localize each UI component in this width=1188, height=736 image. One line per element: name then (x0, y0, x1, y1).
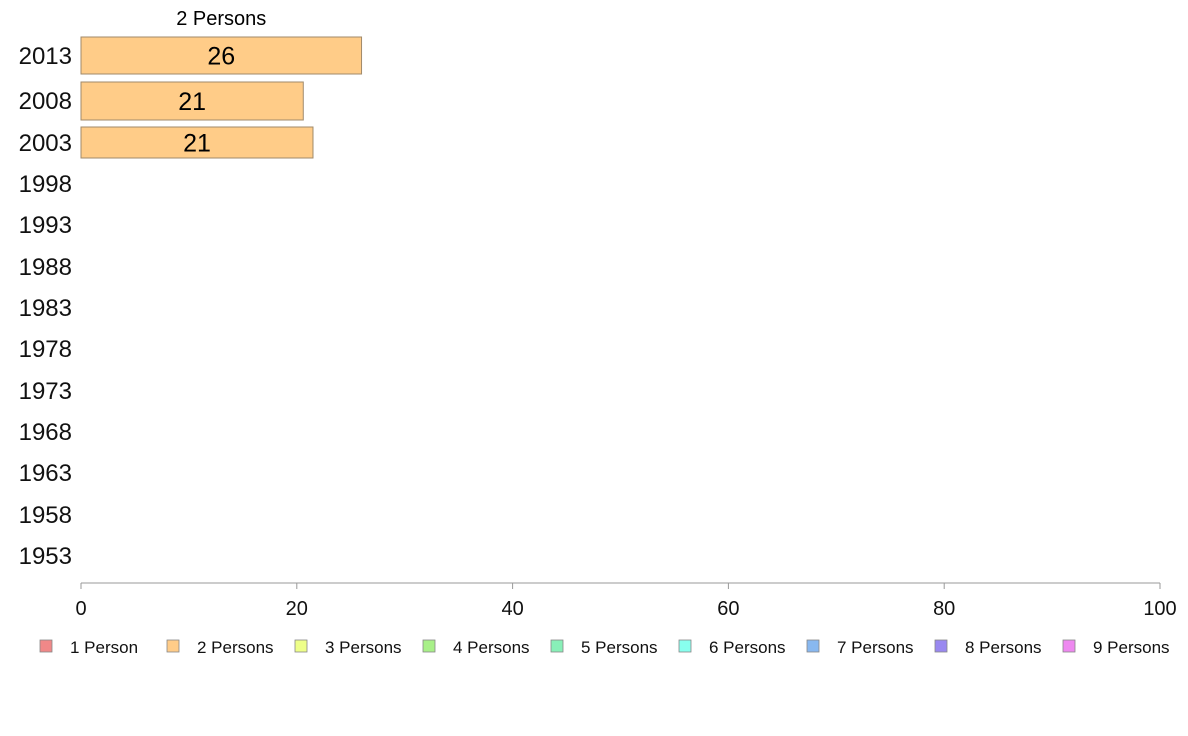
bar-2008 (80, 81, 304, 121)
year-label-1978: 1978 (19, 336, 72, 363)
year-label-1953: 1953 (19, 543, 72, 570)
legend-item-5: 5 Persons (550, 638, 658, 657)
x-tick-label-0: 0 (75, 598, 86, 620)
year-label-1973: 1973 (19, 378, 72, 405)
legend-label: 6 Persons (709, 638, 786, 657)
x-tick-label-100: 100 (1143, 598, 1176, 620)
year-label-1993: 1993 (19, 212, 72, 239)
legend-item-2: 2 Persons (166, 638, 274, 657)
bar-value-label-2003: 21 (183, 130, 211, 158)
year-label-1998: 1998 (19, 171, 72, 198)
legend-label: 2 Persons (197, 638, 274, 657)
x-tick-label-20: 20 (286, 598, 308, 620)
legend-swatch (422, 639, 436, 653)
legend-item-4: 4 Persons (422, 638, 530, 657)
bar-value-label-2013: 26 (207, 43, 235, 71)
legend-label: 3 Persons (325, 638, 402, 657)
legend-label: 5 Persons (581, 638, 658, 657)
legend-label: 9 Persons (1093, 638, 1170, 657)
legend-swatch (166, 639, 180, 653)
x-axis: 0 20 40 60 80 100 (75, 582, 1177, 620)
legend-swatch (1062, 639, 1076, 653)
legend-item-6: 6 Persons (678, 638, 786, 657)
year-label-2013: 2013 (19, 43, 72, 70)
year-label-1988: 1988 (19, 254, 72, 281)
legend-label: 8 Persons (965, 638, 1042, 657)
year-label-2008: 2008 (19, 88, 72, 115)
legend-swatch (550, 639, 564, 653)
x-tick-label-80: 80 (933, 598, 955, 620)
legend-swatch (39, 639, 53, 653)
legend-swatch (294, 639, 308, 653)
year-label-1983: 1983 (19, 295, 72, 322)
year-label-1968: 1968 (19, 419, 72, 446)
legend-label: 7 Persons (837, 638, 914, 657)
year-label-1963: 1963 (19, 460, 72, 487)
legend-item-1: 1 Person (39, 638, 138, 657)
legend-swatch (934, 639, 948, 653)
legend-item-7: 7 Persons (806, 638, 914, 657)
legend: 1 Person 2 Persons 3 Persons 4 Persons 5 Per… (39, 638, 1170, 657)
series-header: 2 Persons (176, 8, 266, 30)
legend-item-9: 9 Persons (1062, 638, 1170, 657)
x-tick-label-60: 60 (717, 598, 739, 620)
year-label-2003: 2003 (19, 130, 72, 157)
year-axis: 2013 2008 2003 1998 1993 1988 1983 1978 1973 1968… (19, 43, 72, 570)
legend-label: 4 Persons (453, 638, 530, 657)
legend-item-8: 8 Persons (934, 638, 1042, 657)
legend-label: 1 Person (70, 638, 138, 657)
bar-value-label-2008: 21 (178, 88, 206, 116)
legend-swatch (678, 639, 692, 653)
year-label-1958: 1958 (19, 502, 72, 529)
bar-2003 (80, 126, 314, 159)
legend-swatch (806, 639, 820, 653)
x-tick-label-40: 40 (501, 598, 523, 620)
bar-2013 (80, 36, 363, 75)
legend-item-3: 3 Persons (294, 638, 402, 657)
